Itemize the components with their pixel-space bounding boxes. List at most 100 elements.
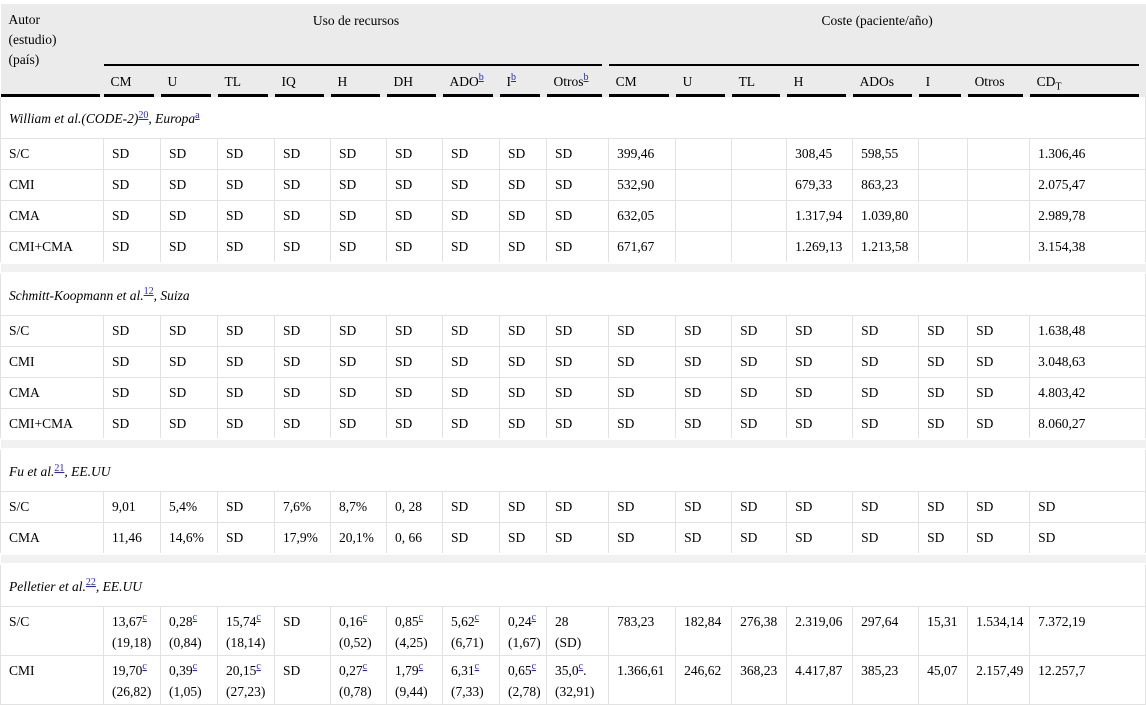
cell-sd-value: (7,33) <box>451 683 484 699</box>
data-cell: SD <box>499 138 547 170</box>
footnote-link-c[interactable]: c <box>531 612 537 623</box>
footnote-link-12[interactable]: 12 <box>143 286 154 297</box>
study-title: Schmitt-Koopmann et al.12, Suiza <box>0 272 1146 316</box>
column-header-label: Otros <box>974 73 1005 89</box>
footnote-link-b[interactable]: b <box>478 72 484 83</box>
study-title-row: Fu et al.21, EE.UU <box>0 449 1146 492</box>
data-cell: SD <box>731 377 788 409</box>
footnote-link-c[interactable]: c <box>418 612 424 623</box>
column-header-label: U <box>167 73 178 89</box>
footnote-link-b[interactable]: b <box>583 72 589 83</box>
column-header-iq-3: IQ <box>274 66 331 97</box>
cell-value: 5,62c <box>451 612 480 629</box>
table-row: S/C 9,01 5,4% SD 7,6% 8,7% 0, 28 SD SD SD SD SD SD SD… <box>0 491 1146 523</box>
data-cell: 20,15c (27,23) <box>217 655 275 705</box>
cell-sd-value: (18,14) <box>226 634 266 650</box>
column-header-u-10: U <box>675 66 732 97</box>
data-cell: SD <box>217 346 275 378</box>
data-cell: SD <box>786 346 854 378</box>
data-cell: SD <box>731 346 788 378</box>
footnote-link-c[interactable]: c <box>142 612 147 623</box>
data-cell: SD <box>546 231 610 263</box>
superscript: b <box>511 71 516 83</box>
data-cell: SD <box>103 346 161 378</box>
cell-value: 0,28c <box>169 612 198 629</box>
column-header-otros-15: Otros <box>967 66 1030 97</box>
data-cell: SD <box>217 138 275 170</box>
superscript: c <box>363 611 367 623</box>
footnote-link-c[interactable]: c <box>192 612 198 623</box>
column-header-ado-6: ADOb <box>442 66 500 97</box>
footnote-link-21[interactable]: 21 <box>54 462 65 474</box>
cell-sd-value: (1,05) <box>169 683 202 699</box>
data-cell: 1.306,46 <box>1029 138 1146 170</box>
table-row: CMA SD SD SD SD SD SD SD SD SD 632,05 1.317,94 1.039… <box>0 200 1146 232</box>
data-cell: SD <box>918 491 969 523</box>
data-cell: SD <box>386 346 443 378</box>
footnote-link-c[interactable]: c <box>474 612 480 623</box>
footnote-link-20[interactable]: 20 <box>138 109 149 121</box>
data-cell: SD <box>546 169 610 201</box>
column-header-label: TL <box>738 73 756 89</box>
table-row: CMI+CMA SD SD SD SD SD SD SD SD SD 671,67 1.269,13 1… <box>0 231 1146 263</box>
column-header-row: CM U TL IQ H DH ADOb Ib Otrosb CM U TL H ADOs I Otros CD… <box>1 66 1146 97</box>
superscript: c <box>142 611 146 623</box>
column-header-tl-11: TL <box>731 66 787 97</box>
data-cell: SD <box>330 231 387 263</box>
data-cell: SD <box>608 491 677 523</box>
data-cell: SD <box>675 315 733 347</box>
cell-value: 0,85c <box>395 612 424 629</box>
footnote-link-b[interactable]: b <box>511 72 516 83</box>
superscript: c <box>419 660 423 672</box>
column-header-label: ADO <box>449 73 479 89</box>
table-row: S/C SD SD SD SD SD SD SD SD SD 399,46 308,45 598,55 1… <box>0 138 1146 170</box>
data-cell: 598,55 <box>852 138 920 170</box>
superscript: c <box>256 611 260 623</box>
cell-value: 13,67c <box>112 611 147 629</box>
superscript: a <box>195 109 199 121</box>
data-cell <box>918 200 969 232</box>
data-cell: SD <box>918 315 969 347</box>
data-cell: SD <box>274 346 331 378</box>
row-label: CMA <box>0 522 104 554</box>
column-header-u-1: U <box>160 66 218 97</box>
footnote-link-22[interactable]: 22 <box>85 577 96 588</box>
data-cell: 0, 66 <box>386 522 443 554</box>
data-cell: 0,65c (2,78) <box>499 655 547 705</box>
footnote-link-c[interactable]: c <box>362 612 368 623</box>
data-cell: SD <box>786 315 854 347</box>
section-separator-band <box>0 552 1146 565</box>
superscript: b <box>584 71 589 83</box>
data-cell: SD <box>103 231 161 263</box>
column-header-dh-5: DH <box>386 66 443 97</box>
data-cell: SD <box>160 200 218 232</box>
data-cell: SD <box>274 138 331 170</box>
data-cell: SD <box>274 200 331 232</box>
data-cell: SD <box>330 408 387 440</box>
data-cell: SD <box>386 169 443 201</box>
cell-value: 15,74c <box>226 611 261 629</box>
group-header-label: Coste (paciente/año) <box>821 13 933 28</box>
data-cell: SD <box>217 315 275 347</box>
cell-sd-value: (32,91) <box>555 683 595 699</box>
data-cell: SD <box>608 522 677 554</box>
data-cell: SD <box>217 522 275 554</box>
column-header-label: I <box>506 73 512 89</box>
data-cell: SD <box>499 231 547 263</box>
data-cell: SD <box>499 200 547 232</box>
data-cell: 4.417,87 <box>786 655 854 705</box>
section-separator-band <box>0 261 1146 274</box>
footnote-link-a[interactable]: a <box>195 109 200 121</box>
footnote-link-c[interactable]: c <box>256 612 261 623</box>
data-cell: SD <box>160 138 218 170</box>
data-cell: SD <box>675 408 733 440</box>
table-row: S/C SD SD SD SD SD SD SD SD SD SD SD SD SD SD SD SD 1.638… <box>0 315 1146 347</box>
data-cell <box>675 138 733 170</box>
study-title-text: Schmitt-Koopmann et al. <box>9 287 144 303</box>
data-cell: SD <box>967 315 1031 347</box>
autor-header-line: (país) <box>8 52 40 67</box>
data-cell: 246,62 <box>675 655 733 705</box>
cell-sd-value: (26,82) <box>112 683 152 699</box>
cell-value: 0,39c <box>169 661 198 678</box>
data-cell: SD <box>499 491 547 523</box>
